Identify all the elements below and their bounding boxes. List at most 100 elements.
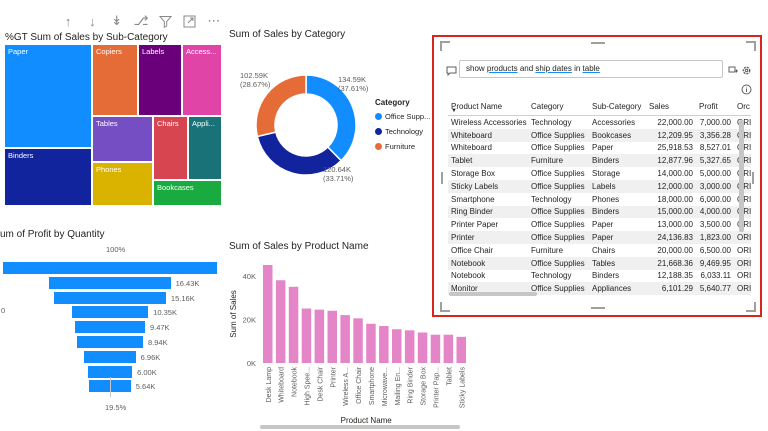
resize-handle[interactable] bbox=[746, 302, 756, 312]
treemap-tile-phones[interactable]: Chairs bbox=[153, 116, 188, 180]
funnel-bar[interactable] bbox=[49, 276, 171, 289]
table-row[interactable]: Office Chair Furniture Chairs 20,000.00 6,50… bbox=[448, 244, 751, 257]
funnel-bar[interactable] bbox=[3, 262, 217, 274]
table-cell: 12,188.35 bbox=[657, 271, 693, 281]
table-row[interactable]: Whiteboard Office Supplies Bookcases 12,209… bbox=[448, 128, 752, 142]
donut-legend-item-furniture[interactable]: Furniture bbox=[375, 142, 415, 151]
bar[interactable] bbox=[301, 308, 312, 363]
filter-icon[interactable] bbox=[155, 11, 175, 31]
table-cell: 12,000.00 bbox=[646, 179, 696, 193]
table-row[interactable]: Notebook Office Supplies Tables 21,668.36 9,… bbox=[448, 256, 752, 270]
column-header-sub-category[interactable]: Sub-Category bbox=[589, 98, 646, 116]
column-header-profit[interactable]: Profit bbox=[696, 98, 734, 116]
table-row[interactable]: Notebook Technology Binders 12,188.35 6,033.… bbox=[448, 270, 751, 283]
bar[interactable] bbox=[430, 334, 441, 363]
treemap-tile-accessories[interactable]: Access... bbox=[182, 44, 222, 116]
treemap-tile-bookcases[interactable]: Bookcases bbox=[153, 180, 222, 206]
bar[interactable] bbox=[456, 336, 467, 363]
resize-handle[interactable] bbox=[440, 41, 450, 51]
funnel-bar[interactable] bbox=[71, 306, 149, 319]
gear-icon[interactable] bbox=[741, 63, 752, 81]
treemap-tile-paper[interactable]: Paper bbox=[4, 44, 92, 148]
bar[interactable] bbox=[417, 332, 428, 363]
resize-handle-top[interactable] bbox=[591, 42, 605, 44]
arrow-up-icon[interactable]: ↑ bbox=[64, 13, 72, 29]
column-header-order[interactable]: Orc bbox=[734, 98, 752, 116]
donut-legend-item-technology[interactable]: Technology bbox=[375, 127, 423, 136]
double-arrow-down-icon[interactable]: ↡ bbox=[111, 13, 123, 28]
bar[interactable] bbox=[353, 318, 363, 363]
table-row[interactable]: Wireless Accessories Technology Accessorie… bbox=[448, 116, 751, 129]
table-cell: Office Supplies bbox=[528, 231, 589, 244]
bar[interactable] bbox=[288, 286, 299, 363]
bar[interactable] bbox=[404, 330, 415, 363]
donut-slice[interactable] bbox=[255, 74, 307, 138]
donut-slice[interactable] bbox=[305, 74, 357, 162]
funnel-bar[interactable] bbox=[54, 291, 166, 304]
qna-question-input[interactable]: show products and ship dates in table bbox=[459, 60, 723, 78]
focus-mode-icon[interactable] bbox=[179, 11, 199, 31]
funnel-bar[interactable] bbox=[87, 365, 133, 378]
chat-icon bbox=[446, 63, 457, 81]
table-row[interactable]: Smartphone Technology Phones 18,000.00 6,000… bbox=[448, 193, 751, 206]
table-row[interactable]: Storage Box Office Supplies Storage 14,000.… bbox=[448, 167, 751, 180]
bar[interactable] bbox=[340, 315, 350, 363]
x-axis-label: Product Name bbox=[341, 416, 393, 425]
canvas-horizontal-scrollbar[interactable] bbox=[260, 425, 460, 429]
info-icon[interactable] bbox=[741, 82, 752, 100]
table-cell: Office Supplies bbox=[528, 128, 589, 142]
table-cell: Technology bbox=[531, 271, 572, 281]
column-header-sales[interactable]: Sales bbox=[646, 98, 696, 116]
table-row[interactable]: Ring Binder Office Supplies Binders 15,000.… bbox=[448, 205, 752, 219]
arrow-down-icon[interactable]: ↓ bbox=[89, 13, 96, 29]
treemap-tile-labels[interactable]: Labels bbox=[138, 44, 182, 116]
vertical-scrollbar[interactable] bbox=[739, 120, 744, 232]
bar[interactable] bbox=[275, 280, 286, 363]
resize-handle-right[interactable] bbox=[752, 172, 754, 184]
y-axis-label: Sum of Sales bbox=[229, 290, 238, 338]
table-cell: 6,000.00 bbox=[699, 194, 731, 204]
table-row[interactable]: Sticky Labels Office Supplies Labels 12,000… bbox=[448, 179, 752, 193]
tile-label: Phones bbox=[96, 165, 122, 174]
horizontal-scrollbar[interactable] bbox=[449, 292, 537, 296]
column-header-product-name[interactable]: Product Name ▼ bbox=[448, 98, 528, 116]
bar[interactable] bbox=[263, 265, 273, 363]
table-row[interactable]: Whiteboard Office Supplies Paper 25,918.53 8… bbox=[448, 142, 751, 155]
table-cell: 24,136.83 bbox=[646, 231, 696, 244]
table-row[interactable]: Printer Office Supplies Paper 24,136.83 1,82… bbox=[448, 231, 752, 244]
table-cell: Sticky Labels bbox=[448, 179, 528, 193]
donut-legend-item-office[interactable]: Office Supp... bbox=[375, 112, 430, 121]
treemap-tile-tables[interactable]: Tables bbox=[92, 116, 153, 162]
convert-visual-icon[interactable] bbox=[728, 63, 739, 81]
bar[interactable] bbox=[366, 323, 376, 363]
table-cell: Bookcases bbox=[589, 128, 646, 142]
bar[interactable] bbox=[327, 310, 338, 363]
treemap-tile-copiers[interactable]: Copiers bbox=[92, 44, 138, 116]
table-row[interactable]: Printer Paper Office Supplies Paper 13,000.… bbox=[448, 218, 751, 231]
funnel-bar[interactable] bbox=[89, 380, 131, 393]
more-options-icon[interactable]: ⋯ bbox=[207, 13, 221, 28]
table-cell: 12,209.95 bbox=[646, 128, 696, 142]
bar[interactable] bbox=[443, 334, 454, 363]
table-cell: 3,000.00 bbox=[696, 179, 734, 193]
bar[interactable] bbox=[314, 309, 325, 363]
tile-label: Binders bbox=[8, 151, 34, 160]
treemap-tile-binders[interactable]: Binders bbox=[4, 148, 92, 206]
funnel-bar[interactable] bbox=[77, 336, 143, 348]
resize-handle[interactable] bbox=[746, 41, 756, 51]
funnel-bar[interactable] bbox=[84, 350, 136, 363]
treemap-tile-appliances[interactable]: Appli... bbox=[188, 116, 222, 180]
expand-hierarchy-icon[interactable]: ⎇ bbox=[133, 13, 149, 28]
resize-handle-left[interactable] bbox=[441, 172, 443, 184]
x-tick-label: Desk Lamp bbox=[266, 367, 273, 403]
table-cell: 13,000.00 bbox=[657, 220, 693, 230]
resize-handle-bottom[interactable] bbox=[591, 307, 605, 309]
treemap-tile-chairs[interactable]: Phones bbox=[92, 162, 153, 206]
table-row[interactable]: Tablet Furniture Binders 12,877.96 5,327.65 O… bbox=[448, 154, 752, 168]
resize-handle[interactable] bbox=[440, 302, 450, 312]
bar[interactable] bbox=[392, 329, 402, 363]
table-row[interactable]: Monitor Office Supplies Appliances 6,101.29… bbox=[448, 282, 752, 296]
funnel-bar[interactable] bbox=[75, 321, 145, 334]
column-header-category[interactable]: Category bbox=[528, 98, 589, 116]
bar[interactable] bbox=[379, 325, 389, 363]
